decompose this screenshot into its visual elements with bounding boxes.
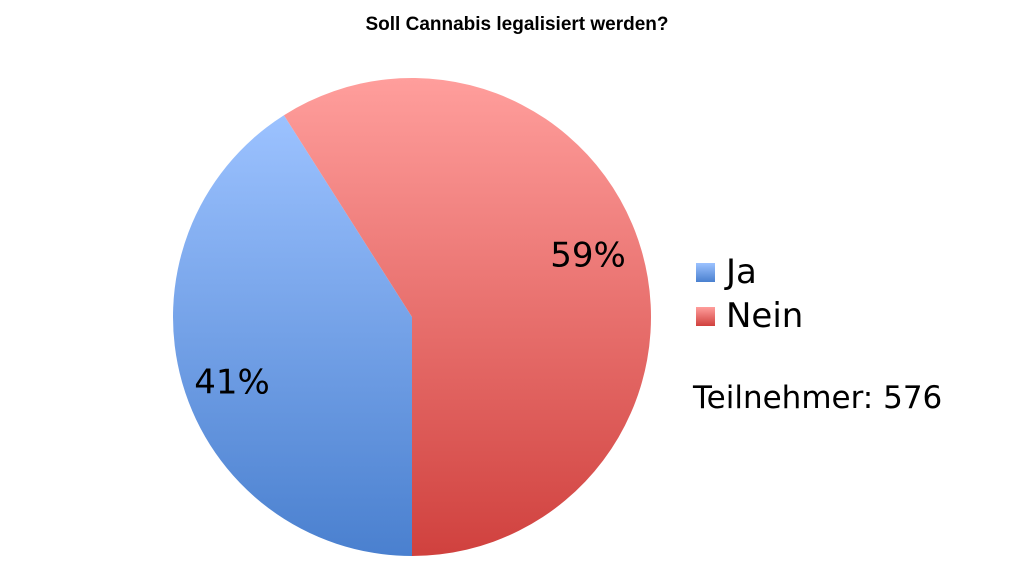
chart-title: Soll Cannabis legalisiert werden? [365,14,669,35]
pie-slice-nein [283,77,651,557]
slice-label-nein: 59% [550,236,626,276]
legend-swatch-nein [696,306,715,326]
participants-note: Teilnehmer: 576 [693,380,943,416]
legend-item-nein: Nein [696,296,803,336]
slice-label-ja: 41% [194,363,270,403]
pie-slice-ja [173,115,412,556]
legend-item-ja: Ja [696,252,757,292]
legend-label-nein: Nein [726,296,804,336]
legend-label-ja: Ja [726,252,757,292]
legend-swatch-ja [696,262,715,282]
